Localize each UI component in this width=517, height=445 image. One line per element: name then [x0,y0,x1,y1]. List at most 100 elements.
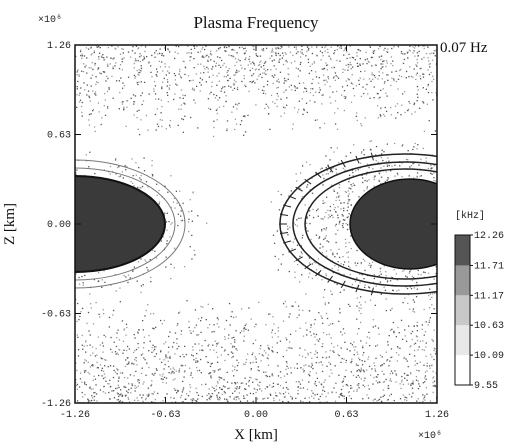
speckle [213,387,215,389]
speckle [413,343,415,345]
speckle [116,392,119,394]
speckle [131,383,133,385]
speckle [353,95,356,97]
speckle [330,147,332,149]
speckle [338,223,340,225]
speckle [173,387,175,390]
speckle [167,360,169,362]
speckle [322,184,324,186]
speckle [86,57,88,59]
speckle [382,72,384,74]
speckle [426,393,428,395]
speckle [149,258,151,261]
speckle [161,86,163,88]
speckle [428,321,430,323]
speckle [228,85,230,87]
speckle [334,100,337,102]
speckle [433,349,435,352]
speckle [352,57,355,59]
speckle [294,86,296,88]
speckle [131,182,134,185]
speckle [422,382,424,384]
speckle [391,356,393,358]
speckle [81,381,83,383]
speckle [137,380,139,382]
speckle [325,356,328,359]
speckle [106,63,109,65]
speckle [355,363,358,365]
speckle [315,234,318,236]
speckle [380,107,382,109]
speckle [307,276,310,278]
speckle [127,76,130,78]
speckle [233,346,236,348]
speckle [180,89,183,91]
speckle [262,48,265,50]
speckle [395,336,398,338]
speckle [188,211,190,213]
speckle [359,273,361,275]
speckle [193,359,195,361]
speckle [320,315,322,317]
speckle [137,83,139,86]
colorbar-band [455,355,470,385]
speckle [245,323,247,325]
speckle [333,351,335,353]
speckle [385,351,388,353]
speckle [107,65,109,67]
speckle [368,166,370,169]
speckle [373,362,375,364]
speckle [173,368,175,371]
speckle [284,52,286,54]
speckle [423,73,425,75]
speckle [205,318,207,321]
field-arrow [295,256,303,262]
speckle [417,55,419,57]
speckle [263,90,265,92]
speckle [376,92,379,95]
speckle [400,319,403,322]
speckle [321,364,324,366]
speckle [169,331,171,333]
speckle [372,52,375,55]
speckle [289,51,292,53]
speckle [92,365,94,367]
speckle [374,365,376,367]
speckle [285,59,287,62]
speckle [285,368,287,371]
speckle [150,65,152,67]
speckle [119,175,122,177]
speckle [147,395,149,398]
speckle [333,52,336,54]
speckle [373,86,375,88]
speckle [372,399,374,401]
speckle [244,377,246,379]
speckle [411,396,413,398]
speckle [386,165,389,167]
speckle [173,267,176,269]
speckle [414,142,416,145]
speckle [410,373,412,375]
speckle [91,62,93,64]
speckle [209,365,212,368]
speckle [295,48,298,50]
colorbar-tick-label: 9.55 [474,381,498,392]
speckle [272,234,275,236]
speckle [325,173,327,175]
speckle [296,225,299,227]
speckle [204,339,206,342]
speckle [122,340,125,342]
speckle [311,52,314,55]
speckle [279,371,282,373]
speckle [348,199,351,201]
speckle [229,77,231,80]
speckle [332,167,335,169]
speckle [409,346,411,348]
speckle [309,222,311,225]
speckle [360,70,362,73]
speckle [417,269,419,272]
speckle [216,394,218,397]
speckle [138,109,140,111]
speckle [227,70,229,72]
speckle [175,370,177,372]
